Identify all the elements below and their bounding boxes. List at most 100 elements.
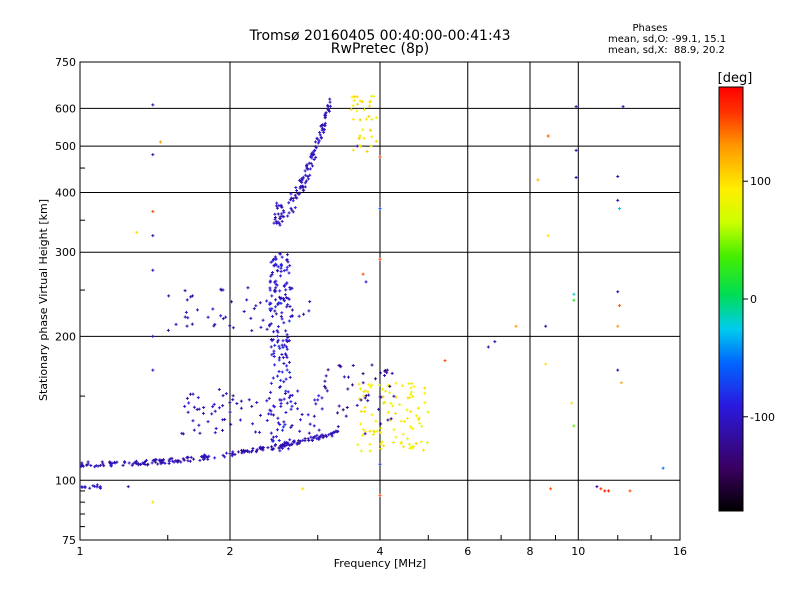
data-point [231,394,235,398]
data-point [417,416,421,420]
data-point [270,273,274,277]
data-point [320,407,324,411]
data-point [283,293,287,297]
data-point [271,259,275,263]
data-point [338,364,342,368]
data-point [285,257,289,261]
data-point [285,265,289,269]
data-point [188,392,192,396]
data-point [279,315,283,319]
data-point [273,288,277,292]
data-point [286,296,290,300]
data-point [273,343,277,347]
data-point [399,440,403,444]
data-point [144,458,148,462]
data-point [361,272,365,276]
data-point [213,431,217,435]
data-point [127,461,131,465]
data-point [355,403,359,407]
y-axis-ticks: 75 100 200 300 400 500 600 750 [55,56,85,547]
data-point [312,414,316,418]
data-point [79,485,83,489]
data-point [402,445,406,449]
data-point [277,301,281,305]
data-point [423,391,427,395]
data-point [303,181,307,185]
data-point [151,334,155,338]
data-point [309,435,313,439]
data-point [306,177,310,181]
data-point [290,286,294,290]
data-point [301,188,305,192]
data-point [349,107,353,111]
data-point [361,394,365,398]
data-point [277,204,281,208]
data-point [188,459,192,463]
data-point [351,104,355,108]
data-point [378,257,382,261]
data-point [356,443,360,447]
data-point [334,429,338,433]
data-point [325,389,329,393]
data-point [287,201,291,205]
data-point [385,371,389,375]
data-point [407,382,411,386]
data-point [182,458,186,462]
data-point [394,381,398,385]
data-point [350,383,354,387]
colorbar-tick-label: -100 [750,411,775,424]
data-point [409,393,413,397]
data-point [189,455,193,459]
data-point [213,409,217,413]
data-point [278,223,282,227]
data-point [83,485,87,489]
data-point [289,206,293,210]
data-point [89,464,93,468]
data-point [207,454,211,458]
data-point [616,175,620,179]
data-point [361,428,365,432]
data-point [269,431,273,435]
data-point [221,288,225,292]
data-point [378,155,382,159]
data-point [181,432,185,436]
data-point [313,148,317,152]
data-point [123,461,127,465]
data-point [320,128,324,132]
data-point [317,428,321,432]
data-point [328,104,332,108]
data-point [301,487,305,491]
data-point [220,428,224,432]
data-point [296,389,300,393]
data-point [206,420,210,424]
data-point [288,287,292,291]
data-point [288,394,292,398]
data-point [86,460,90,464]
data-point [284,389,288,393]
data-point [289,192,293,196]
data-point [134,459,138,463]
data-point [628,489,632,493]
data-point [185,298,189,302]
x-tick-label: 6 [464,545,471,558]
data-point [183,289,187,293]
data-point [616,368,620,372]
data-point [426,410,430,414]
data-point [277,438,281,442]
data-point [272,263,276,267]
data-point [352,98,356,102]
data-point [405,408,409,412]
data-point [386,410,390,414]
data-point [367,383,371,387]
data-point [238,418,242,422]
data-point [141,462,145,466]
data-point [270,445,274,449]
x-tick-label: 8 [527,545,534,558]
data-point [269,260,273,264]
y-tick-label: 75 [62,534,76,547]
data-point [287,396,291,400]
data-point [275,201,279,205]
data-point [151,210,155,214]
data-point [270,294,274,298]
